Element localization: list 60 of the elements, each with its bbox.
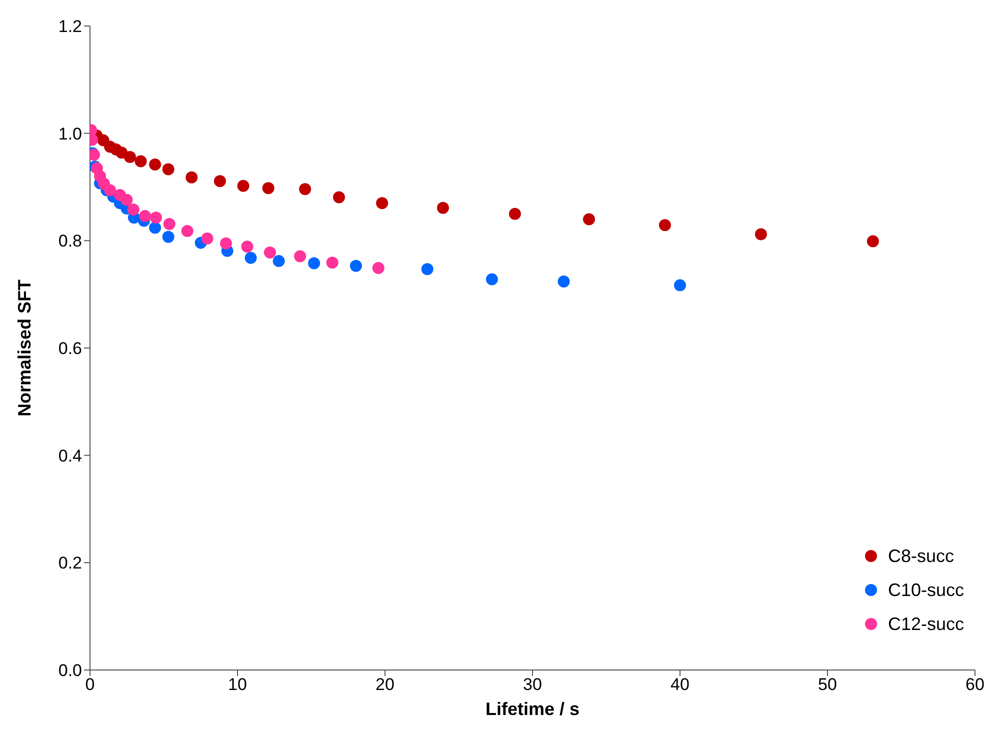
point [150, 212, 162, 224]
point [134, 155, 147, 168]
y-tick-label: 0.6 [58, 339, 82, 358]
point [127, 204, 140, 216]
point [658, 219, 671, 232]
x-tick-label: 60 [966, 675, 984, 694]
point [558, 275, 570, 288]
x-tick-label: 30 [523, 675, 542, 694]
x-tick-label: 0 [85, 675, 95, 694]
point [241, 240, 254, 253]
point [264, 246, 276, 258]
point [294, 250, 306, 262]
legend-label: C12-succ [888, 614, 964, 634]
point [181, 225, 194, 238]
point [436, 202, 449, 214]
x-tick-label: 40 [670, 675, 690, 694]
point [214, 175, 226, 188]
y-tick-label: 0.0 [58, 661, 82, 680]
point [120, 194, 133, 206]
y-tick-label: 0.8 [58, 232, 82, 251]
point [508, 208, 521, 220]
x-tick-label: 50 [818, 675, 837, 694]
point [376, 197, 388, 210]
point [421, 263, 434, 276]
x-axis-title: Lifetime / s [485, 699, 580, 719]
point [372, 262, 384, 274]
point [272, 255, 285, 268]
point [162, 230, 174, 243]
point [162, 163, 174, 176]
point [754, 228, 767, 240]
point [308, 257, 320, 270]
x-tick-label: 10 [228, 675, 247, 694]
point [332, 191, 345, 204]
point [486, 273, 498, 286]
point [104, 184, 116, 196]
y-tick-label: 0.4 [58, 446, 82, 466]
point [244, 252, 257, 264]
point [262, 182, 274, 194]
y-axis-title: Normalised SFT [14, 279, 34, 417]
point [299, 183, 312, 196]
point [866, 235, 879, 248]
x-tick-label: 20 [376, 675, 394, 694]
point [326, 256, 338, 269]
point [186, 171, 198, 184]
point [149, 158, 162, 170]
y-tick-label: 0.2 [58, 554, 82, 573]
point [149, 222, 162, 234]
point [350, 260, 362, 272]
y-tick-label: 1.2 [58, 17, 82, 36]
point [201, 232, 214, 245]
legend-label: C10-succ [888, 580, 964, 600]
point [139, 210, 152, 222]
legend-label: C8-succ [888, 546, 954, 566]
point [124, 150, 136, 163]
point [237, 180, 250, 192]
point [220, 237, 232, 250]
y-tick-label: 1.0 [58, 124, 82, 144]
point [163, 218, 176, 230]
point [674, 279, 686, 292]
point [582, 213, 595, 226]
